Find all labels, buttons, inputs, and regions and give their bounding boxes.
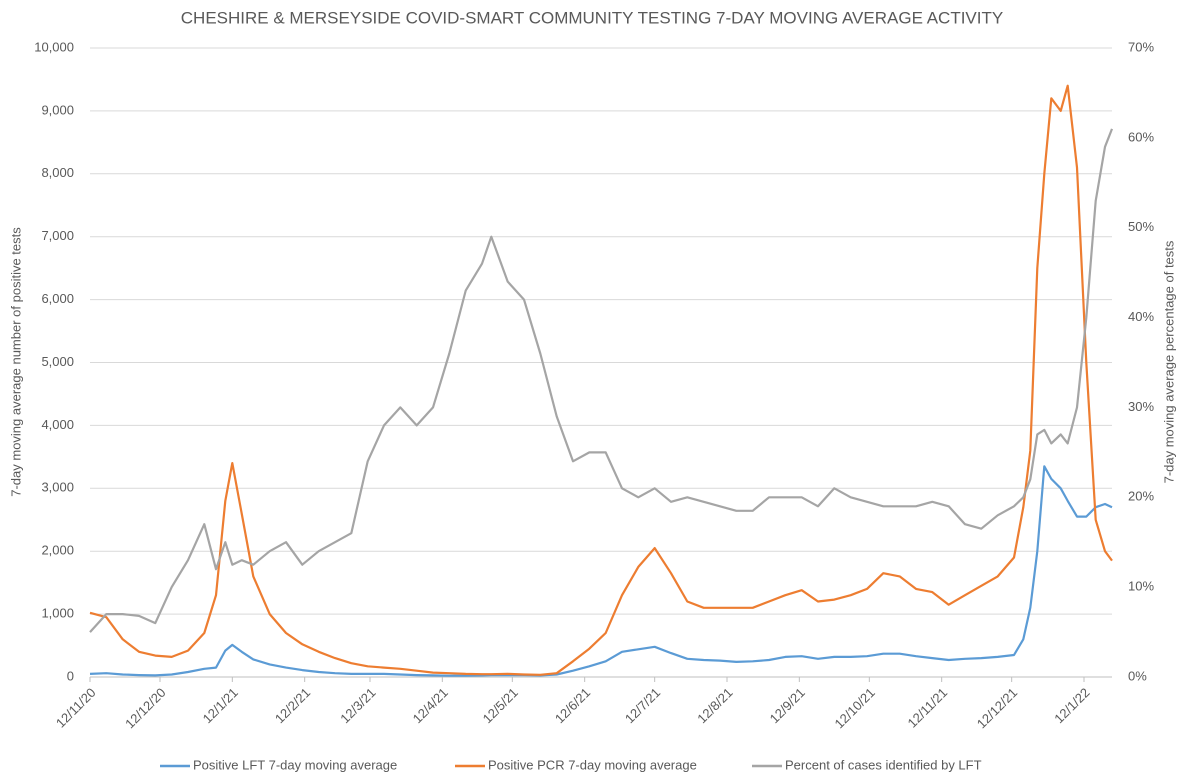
y-tick-label: 6,000 <box>41 291 74 306</box>
y2-tick-label: 10% <box>1128 579 1154 594</box>
x-tick-label: 12/6/21 <box>552 685 593 726</box>
x-tick-label: 12/5/21 <box>480 685 521 726</box>
y2-tick-label: 70% <box>1128 39 1154 54</box>
y-tick-label: 5,000 <box>41 354 74 369</box>
y-axis-label: 7-day moving average number of positive … <box>8 227 23 497</box>
y2-tick-label: 60% <box>1128 129 1154 144</box>
y2-tick-label: 20% <box>1128 489 1154 504</box>
x-tick-label: 12/3/21 <box>337 685 378 726</box>
data-line <box>89 465 1113 677</box>
y-tick-label: 7,000 <box>41 228 74 243</box>
legend-label: Positive PCR 7-day moving average <box>488 757 697 772</box>
legend-label: Percent of cases identified by LFT <box>785 757 982 772</box>
y-tick-label: 3,000 <box>41 480 74 495</box>
y-tick-label: 8,000 <box>41 165 74 180</box>
x-tick-label: 12/2/21 <box>272 685 313 726</box>
y2-axis-label: 7-day moving average percentage of tests <box>1161 240 1176 483</box>
legend-label: Positive LFT 7-day moving average <box>193 757 397 772</box>
y-tick-label: 10,000 <box>34 39 74 54</box>
y-tick-label: 2,000 <box>41 543 74 558</box>
y-tick-label: 4,000 <box>41 417 74 432</box>
y-tick-label: 0 <box>67 668 74 683</box>
x-tick-label: 12/4/21 <box>410 685 451 726</box>
y-tick-label: 1,000 <box>41 606 74 621</box>
x-tick-label: 12/8/21 <box>694 685 735 726</box>
x-tick-label: 12/11/21 <box>905 685 951 731</box>
y2-tick-label: 0% <box>1128 668 1147 683</box>
x-tick-label: 12/1/21 <box>200 685 241 726</box>
data-line <box>89 84 1113 676</box>
y2-tick-label: 30% <box>1128 399 1154 414</box>
x-tick-label: 12/7/21 <box>622 685 663 726</box>
x-tick-label: 12/9/21 <box>767 685 808 726</box>
y2-tick-label: 50% <box>1128 219 1154 234</box>
x-tick-label: 12/11/20 <box>53 685 99 731</box>
data-line <box>89 128 1114 633</box>
x-tick-label: 12/12/20 <box>122 685 168 731</box>
y2-tick-label: 40% <box>1128 309 1154 324</box>
x-tick-label: 12/10/21 <box>831 685 877 731</box>
x-tick-label: 12/12/21 <box>974 685 1020 731</box>
x-tick-label: 12/1/22 <box>1051 685 1092 726</box>
y-tick-label: 9,000 <box>41 102 74 117</box>
chart-title: CHESHIRE & MERSEYSIDE COVID-SMART COMMUN… <box>181 8 1003 27</box>
